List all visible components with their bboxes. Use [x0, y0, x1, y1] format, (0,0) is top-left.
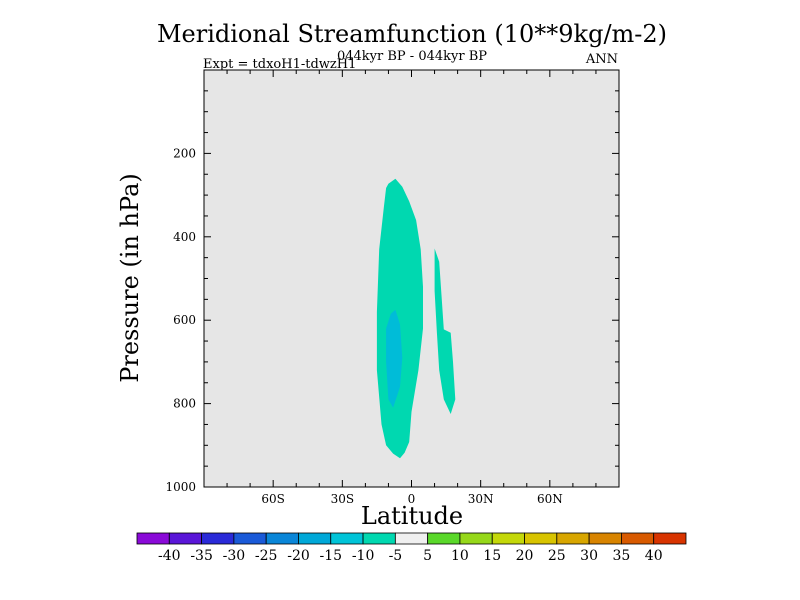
contour-regions — [376, 178, 456, 459]
y-tick-label: 600 — [173, 313, 196, 327]
colorbar-label: -35 — [190, 548, 213, 564]
subtitle-season: ANN — [585, 52, 618, 67]
colorbar-label: 10 — [451, 548, 469, 564]
colorbar-swatch — [330, 532, 364, 545]
y-tick-label: 800 — [173, 397, 196, 411]
colorbar-label: 35 — [612, 548, 630, 564]
y-tick-label: 400 — [173, 230, 196, 244]
x-tick-label: 0 — [408, 492, 416, 506]
colorbar-label: 40 — [645, 548, 663, 564]
colorbar — [136, 532, 687, 545]
subtitle-period: 044kyr BP - 044kyr BP — [337, 49, 487, 64]
colorbar-label: 5 — [423, 548, 432, 564]
region-east-minus10 — [434, 248, 456, 414]
colorbar-label: 25 — [548, 548, 566, 564]
colorbar-label: -30 — [223, 548, 246, 564]
colorbar-label: -40 — [158, 548, 181, 564]
colorbar-swatch — [168, 532, 202, 545]
colorbar-swatch — [298, 532, 332, 545]
colorbar-labels: -40 -35 -30 -25 -20 -15 -10 -5 5 10 15 20 25 30 35 40 — [158, 548, 663, 564]
colorbar-label: -5 — [389, 548, 403, 564]
colorbar-swatch — [427, 532, 461, 545]
colorbar-swatch — [653, 532, 687, 545]
colorbar-swatch — [588, 532, 622, 545]
chart-title: Meridional Streamfunction (10**9kg/m-2) — [157, 20, 667, 48]
y-tick-label: 200 — [173, 146, 196, 160]
x-tick-label: 60S — [261, 492, 285, 506]
colorbar-label: 30 — [580, 548, 598, 564]
colorbar-swatch — [233, 532, 267, 545]
axis-ticks: 60S 30S 0 30N 60N 200 400 600 800 1000 — [165, 70, 619, 506]
colorbar-label: 15 — [483, 548, 501, 564]
colorbar-swatch — [362, 532, 396, 545]
colorbar-swatch — [459, 532, 493, 545]
colorbar-swatch — [136, 532, 170, 545]
x-tick-label: 60N — [537, 492, 563, 506]
colorbar-label: -25 — [255, 548, 278, 564]
colorbar-label: -10 — [352, 548, 375, 564]
colorbar-swatch — [491, 532, 525, 545]
colorbar-swatch — [556, 532, 590, 545]
y-axis-label: Pressure (in hPa) — [116, 173, 144, 383]
x-tick-label: 30N — [468, 492, 494, 506]
colorbar-label: 20 — [516, 548, 534, 564]
y-tick-label: 1000 — [165, 480, 196, 494]
region-west-minus15 — [386, 309, 403, 408]
colorbar-label: -15 — [320, 548, 343, 564]
colorbar-swatch — [201, 532, 235, 545]
plot-frame — [203, 69, 620, 488]
colorbar-label: -20 — [287, 548, 310, 564]
colorbar-swatch — [621, 532, 655, 545]
subtitle-experiment: Expt = tdxoH1-tdwzH1 — [203, 57, 356, 72]
colorbar-swatch — [265, 532, 299, 545]
colorbar-swatch — [394, 532, 429, 545]
x-tick-label: 30S — [331, 492, 355, 506]
colorbar-swatch — [524, 532, 558, 545]
x-axis-label: Latitude — [361, 502, 463, 530]
